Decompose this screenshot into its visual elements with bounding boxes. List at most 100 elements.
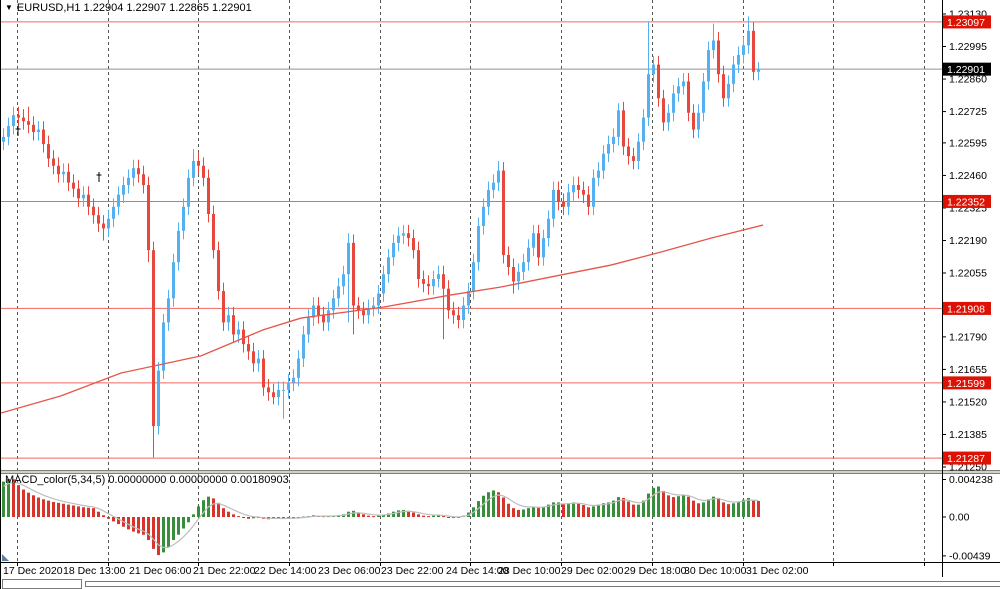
candle-bullish [157,370,160,427]
symbol-marker-icon: ▼ [5,3,13,12]
candle-bullish [397,235,400,243]
macd-histogram-bar [132,517,135,532]
candle-bullish [432,279,435,287]
macd-histogram-bar [707,499,710,517]
macd-histogram-bar [277,517,280,519]
price-tick-label: 1.21790 [949,331,987,343]
candle-bearish [22,117,25,122]
macd-histogram-bar [12,479,15,517]
macd-histogram-bar [157,517,160,556]
macd-histogram-bar [387,513,390,517]
macd-histogram-bar [582,505,585,517]
macd-histogram-bar [427,516,430,518]
price-tick-label: 1.21520 [949,396,987,408]
macd-histogram-bar [27,492,30,517]
candle-bullish [302,334,305,359]
candle-bullish [162,322,165,371]
level-price-label [943,301,991,315]
candle-bearish [507,254,510,267]
candle-bearish [352,242,355,306]
macd-histogram-bar [2,481,5,517]
macd-histogram-bar [107,517,110,519]
panel-corner-icon [2,554,9,561]
macd-histogram-bar [377,515,380,517]
macd-histogram-bar [172,517,175,541]
candle-bearish [57,165,60,175]
candle-bullish [727,83,730,99]
scrollbar-thumb[interactable] [2,579,82,589]
macd-histogram-bar [592,506,595,517]
macd-histogram-bar [47,500,50,517]
candle-bearish [97,215,100,224]
candle-bullish [327,310,330,323]
macd-histogram-bar [22,489,25,517]
macd-histogram-bar [192,514,195,517]
macd-histogram-bar [597,504,600,517]
macd-histogram-bar [712,496,715,517]
macd-histogram-bar [32,495,35,517]
macd-histogram-bar [537,507,540,517]
candle-bullish [492,182,495,190]
candle-bullish [667,112,670,123]
macd-histogram-bar [542,506,545,517]
price-tick-label: 1.22460 [949,170,987,182]
macd-histogram-bar [87,507,90,517]
candle-bullish [677,86,680,94]
price-tick-label: 1.22190 [949,235,987,247]
macd-histogram-bar [127,517,130,530]
candle-bullish [332,298,335,311]
panel-separator[interactable] [1,470,1000,474]
candle-bearish [87,194,90,207]
macd-histogram-bar [162,517,165,553]
candle-bearish [452,310,455,316]
candle-bullish [127,177,130,186]
macd-histogram-bar [652,487,655,517]
macd-histogram-bar [282,517,285,519]
macd-histogram-bar [232,514,235,517]
macd-histogram-bar [722,502,725,517]
symbol-ohlc-info: ▼ EURUSD,H1 1.22904 1.22907 1.22865 1.229… [5,2,252,14]
candle-bullish [292,377,295,383]
candle-bullish [437,274,440,280]
candle-bullish [477,226,480,263]
macd-histogram-bar [187,517,190,523]
horizontal-scrollbar[interactable] [1,578,1000,589]
macd-histogram-bar [742,499,745,517]
macd-histogram-bar [357,512,360,517]
candle-bearish [67,171,70,183]
candle-bullish [107,218,110,229]
candle-bullish [607,144,610,154]
scrollbar-track[interactable] [85,581,1000,587]
macd-histogram-bar [402,509,405,517]
candle-bullish [542,238,545,258]
time-axis-label: 22 Dec 14:00 [254,565,317,577]
candle-bullish [237,329,240,335]
candle-bearish [267,387,270,393]
macd-histogram-bar [732,503,735,517]
macd-histogram-bar [432,515,435,517]
candle-bullish [747,30,750,46]
moving-average-line [1,224,764,414]
candle-bearish [152,250,155,427]
macd-histogram-bar [572,502,575,517]
candle-bullish [617,110,620,137]
macd-histogram-bar [512,508,515,517]
candle-bearish [412,238,415,251]
macd-histogram-bar [7,478,10,517]
candle-bullish [552,189,555,219]
candle-bullish [37,129,40,133]
candle-bearish [17,115,20,118]
candle-bearish [557,189,560,202]
macd-histogram-bar [752,500,755,517]
macd-histogram-bar [642,500,645,517]
macd-histogram-bar [52,501,55,517]
price-tick-label: 1.22860 [949,74,987,86]
macd-histogram-bar [182,517,185,529]
macd-histogram-bar [37,497,40,517]
candle-bullish [277,389,280,398]
candle-bearish [447,288,450,311]
macd-histogram-bar [617,497,620,517]
candle-bearish [207,177,210,214]
candle-bullish [637,141,640,161]
